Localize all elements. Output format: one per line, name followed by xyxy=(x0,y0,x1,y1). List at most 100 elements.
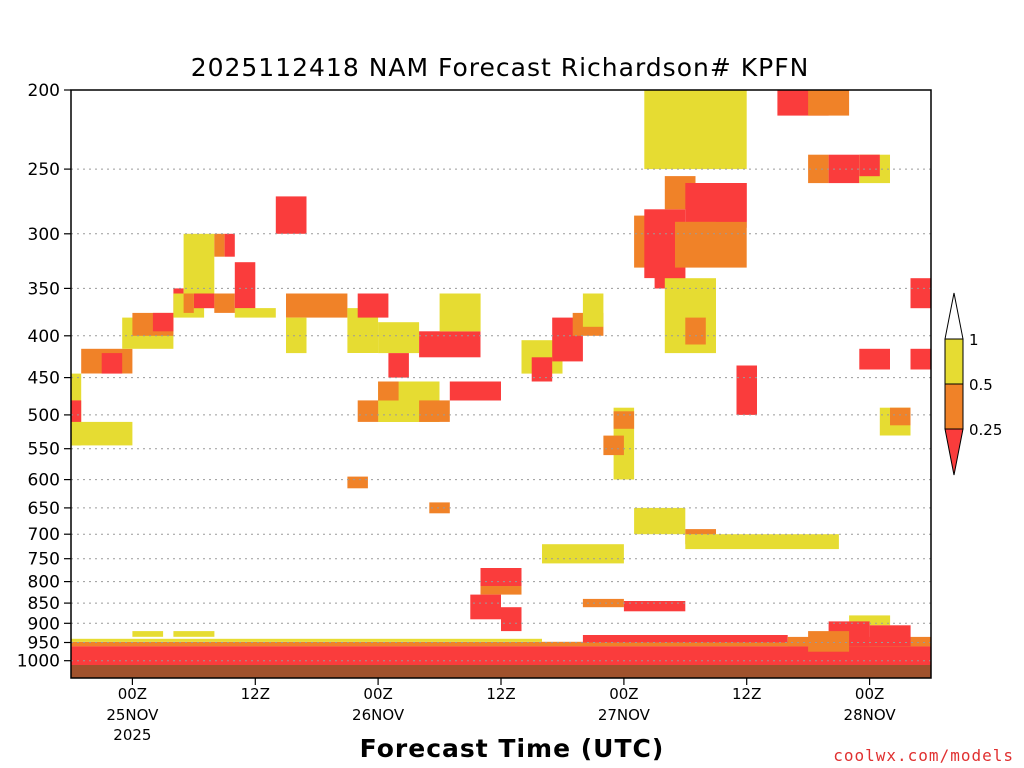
richardson-cell xyxy=(71,400,82,422)
richardson-cell xyxy=(613,411,635,429)
richardson-cell xyxy=(470,594,501,620)
x-tick-label: 00Z xyxy=(609,685,638,703)
richardson-cell xyxy=(582,293,604,327)
ground-band xyxy=(71,665,931,678)
y-tick-label: 750 xyxy=(28,550,60,570)
y-tick-label: 900 xyxy=(28,614,60,634)
richardson-cell xyxy=(480,568,522,591)
y-tick-label: 650 xyxy=(28,499,60,519)
richardson-cell xyxy=(675,221,747,268)
richardson-cell xyxy=(378,381,399,401)
richardson-cell xyxy=(183,293,194,313)
richardson-cell xyxy=(808,631,850,652)
y-tick-label: 250 xyxy=(28,160,60,180)
richardson-cell xyxy=(214,233,225,257)
richardson-cell xyxy=(388,353,409,378)
richardson-cell xyxy=(234,262,256,313)
plot-area xyxy=(71,90,931,672)
y-axis: 200 250 300 350 400 450 500 550 600 650 700 750 8008… xyxy=(17,81,71,672)
x-tick-year: 2025 xyxy=(113,726,151,744)
richardson-cell xyxy=(419,400,450,422)
richardson-cell xyxy=(275,196,307,234)
legend-label: 0.25 xyxy=(969,421,1002,439)
richardson-cell xyxy=(685,317,706,345)
x-tick-label: 12Z xyxy=(732,685,761,703)
richardson-cell xyxy=(603,435,624,456)
richardson-cell xyxy=(890,407,911,426)
richardson-cell xyxy=(419,331,481,358)
x-tick-label: 00Z xyxy=(363,685,392,703)
surface-band-cell xyxy=(71,638,542,642)
legend-swatch-top xyxy=(944,292,964,340)
x-tick-label: 12Z xyxy=(486,685,515,703)
legend-swatch xyxy=(944,383,964,430)
x-axis-label: Forecast Time (UTC) xyxy=(360,734,665,763)
richardson-cell xyxy=(808,90,850,116)
y-tick-label: 450 xyxy=(28,369,60,389)
y-tick-label: 850 xyxy=(28,594,60,614)
y-tick-label: 400 xyxy=(28,327,60,347)
y-tick-label: 800 xyxy=(28,573,60,593)
x-tick-date: 25NOV xyxy=(106,706,159,724)
x-axis: 00Z 25NOV 2025 12Z 00Z 26NOV 12Z 00Z 27NOV 12Z 00Z… xyxy=(106,678,896,744)
richardson-cell xyxy=(480,586,522,595)
y-tick-label: 700 xyxy=(28,525,60,545)
richardson-cell xyxy=(152,312,174,332)
surface-band-cell xyxy=(71,641,931,647)
chart-title: 2025112418 NAM Forecast Richardson# KPFN xyxy=(191,53,810,82)
richardson-cell xyxy=(378,322,420,354)
legend-swatch-bottom xyxy=(944,428,964,476)
richardson-cell xyxy=(357,400,379,422)
richardson-cell xyxy=(859,154,880,177)
richardson-cell xyxy=(439,293,481,332)
richardson-cell xyxy=(634,507,686,535)
richardson-cell xyxy=(736,365,757,415)
surface-band-cell xyxy=(582,635,788,643)
richardson-cell xyxy=(623,601,686,612)
y-tick-label: 550 xyxy=(28,440,60,460)
richardson-cell xyxy=(449,381,501,401)
richardson-cell xyxy=(849,615,891,626)
y-tick-label: 300 xyxy=(28,225,60,245)
x-tick-label: 00Z xyxy=(118,685,147,703)
x-tick-date: 28NOV xyxy=(844,706,897,724)
x-tick-label: 12Z xyxy=(241,685,270,703)
richardson-cell xyxy=(234,308,276,318)
y-tick-label: 1000 xyxy=(17,652,60,672)
richardson-cell xyxy=(644,90,747,170)
richardson-cell xyxy=(132,631,164,637)
richardson-cell xyxy=(910,348,931,370)
richardson-cell xyxy=(286,317,307,354)
richardson-cell xyxy=(173,631,215,637)
richardson-cell xyxy=(214,293,235,313)
richardson-cell xyxy=(429,502,450,514)
legend-label: 1 xyxy=(969,331,979,349)
richardson-cell xyxy=(357,293,389,318)
legend-label: 0.5 xyxy=(969,376,993,394)
richardson-cell xyxy=(101,353,123,374)
x-tick-date: 27NOV xyxy=(598,706,651,724)
x-tick-label: 00Z xyxy=(855,685,884,703)
richardson-cell xyxy=(542,544,624,564)
richardson-cell xyxy=(224,233,235,257)
x-tick-date: 26NOV xyxy=(352,706,405,724)
y-tick-label: 500 xyxy=(28,406,60,426)
richardson-cell xyxy=(808,154,829,184)
y-tick-label: 950 xyxy=(28,634,60,654)
richardson-cell xyxy=(859,348,890,370)
y-tick-label: 600 xyxy=(28,471,60,491)
credit-text: coolwx.com/models xyxy=(833,746,1014,765)
richardson-cell xyxy=(582,598,624,608)
richardson-cell xyxy=(347,476,368,489)
richardson-cell xyxy=(193,293,215,309)
richardson-cell xyxy=(71,421,133,446)
richardson-cell xyxy=(286,293,348,318)
richardson-cell xyxy=(910,278,931,309)
richardson-cell xyxy=(531,357,553,382)
richardson-cell xyxy=(183,233,215,294)
legend-swatch xyxy=(944,338,964,385)
richardson-cell xyxy=(869,625,911,647)
richardson-cell xyxy=(716,183,747,222)
y-tick-label: 350 xyxy=(28,279,60,299)
